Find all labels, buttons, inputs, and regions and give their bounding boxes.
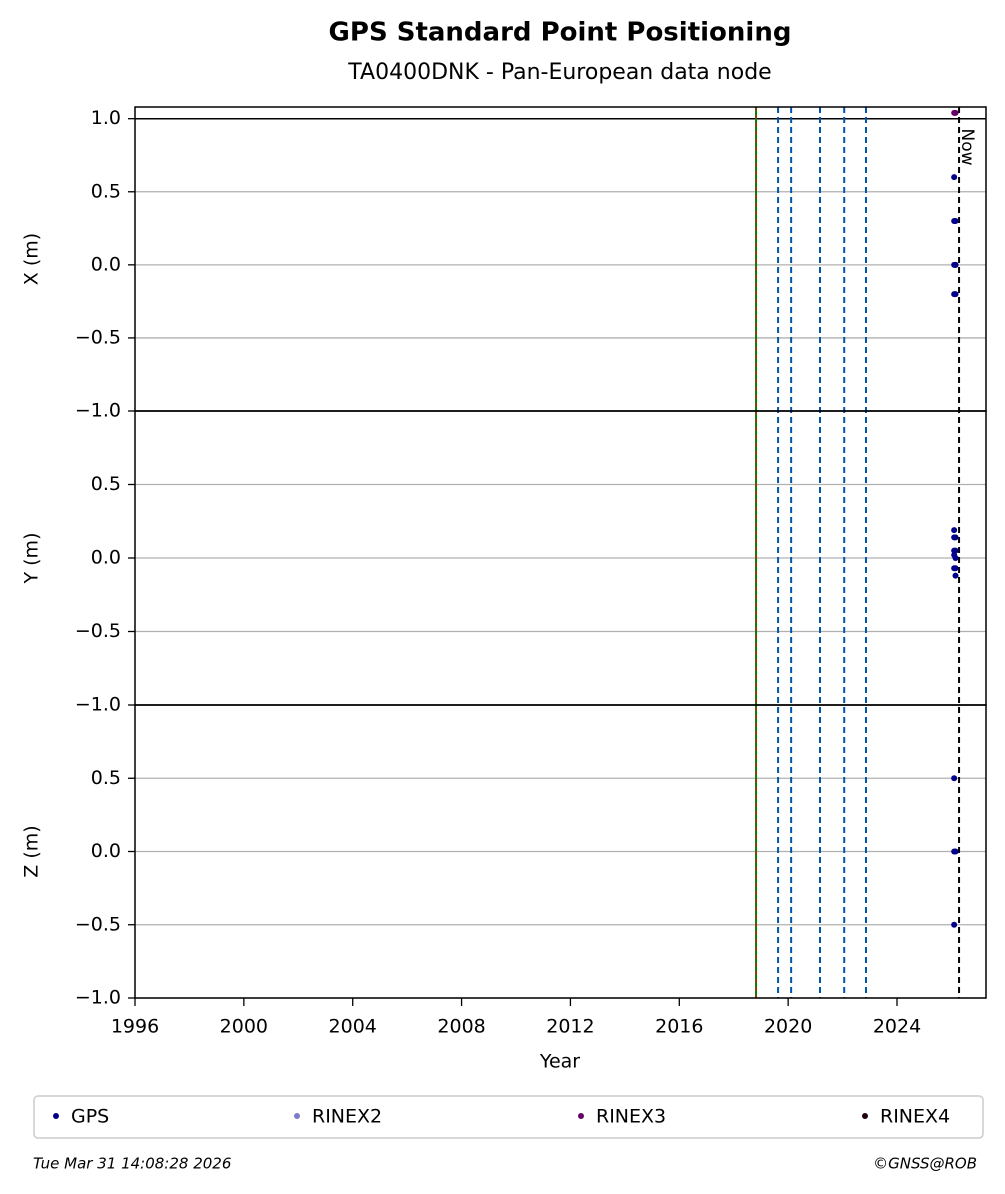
subtitle: TA0400DNK - Pan-European data node bbox=[347, 60, 771, 85]
title: GPS Standard Point Positioning bbox=[329, 18, 792, 48]
y-tick-label: −0.5 bbox=[75, 913, 121, 935]
x-axis-label: Year bbox=[539, 1051, 580, 1073]
x-tick-label: 2016 bbox=[655, 1016, 703, 1038]
legend-box bbox=[33, 1095, 984, 1139]
y-tick-label: 0.5 bbox=[91, 767, 121, 789]
v-line-label: Now bbox=[957, 128, 977, 165]
x-tick-label: 2008 bbox=[437, 1016, 485, 1038]
y-axis-label: X (m) bbox=[21, 233, 43, 285]
legend-marker bbox=[578, 1113, 584, 1119]
point bbox=[951, 218, 958, 224]
y-axis-label: Z (m) bbox=[21, 825, 43, 877]
y-tick-label: 0.5 bbox=[91, 180, 121, 202]
y-tick-label: −0.5 bbox=[75, 620, 121, 642]
x-tick-label: 2000 bbox=[220, 1016, 268, 1038]
point bbox=[952, 291, 959, 298]
y-tick-label: −1.0 bbox=[75, 987, 121, 1009]
point bbox=[951, 174, 958, 181]
legend-marker bbox=[294, 1113, 300, 1119]
point bbox=[952, 848, 959, 855]
legend-label: GPS bbox=[71, 1106, 109, 1128]
y-tick-label: −0.5 bbox=[75, 326, 121, 348]
point bbox=[952, 109, 959, 116]
point bbox=[951, 921, 958, 928]
point bbox=[951, 775, 958, 782]
legend-label: RINEX3 bbox=[596, 1106, 666, 1128]
legend-marker bbox=[862, 1113, 868, 1119]
y-axis-label: Y (m) bbox=[21, 533, 43, 585]
point bbox=[951, 527, 958, 534]
point bbox=[952, 565, 959, 572]
footer-date: Tue Mar 31 14:08:28 2026 bbox=[33, 1155, 231, 1173]
x-tick-label: 2024 bbox=[873, 1016, 921, 1038]
axes-frame bbox=[134, 704, 987, 999]
legend-label: RINEX4 bbox=[880, 1106, 950, 1128]
point bbox=[952, 572, 959, 579]
y-tick-label: −1.0 bbox=[75, 400, 121, 422]
x-tick-label: 2020 bbox=[764, 1016, 812, 1038]
x-tick-label: 2004 bbox=[329, 1016, 377, 1038]
y-tick-label: 0.5 bbox=[91, 473, 121, 495]
x-tick-label: 1996 bbox=[111, 1016, 159, 1038]
x-tick-label: 2012 bbox=[546, 1016, 594, 1038]
legend-label: RINEX2 bbox=[312, 1106, 382, 1128]
y-tick-label: 0.0 bbox=[91, 840, 121, 862]
footer-credit: ©GNSS@ROB bbox=[873, 1155, 977, 1173]
y-tick-label: −1.0 bbox=[75, 694, 121, 716]
point bbox=[952, 534, 959, 541]
y-tick-label: 0.0 bbox=[91, 547, 121, 569]
legend-marker bbox=[53, 1113, 59, 1119]
point bbox=[952, 261, 959, 268]
y-tick-label: 0.0 bbox=[91, 253, 121, 275]
y-tick-label: 1.0 bbox=[91, 107, 121, 129]
point bbox=[952, 555, 959, 561]
